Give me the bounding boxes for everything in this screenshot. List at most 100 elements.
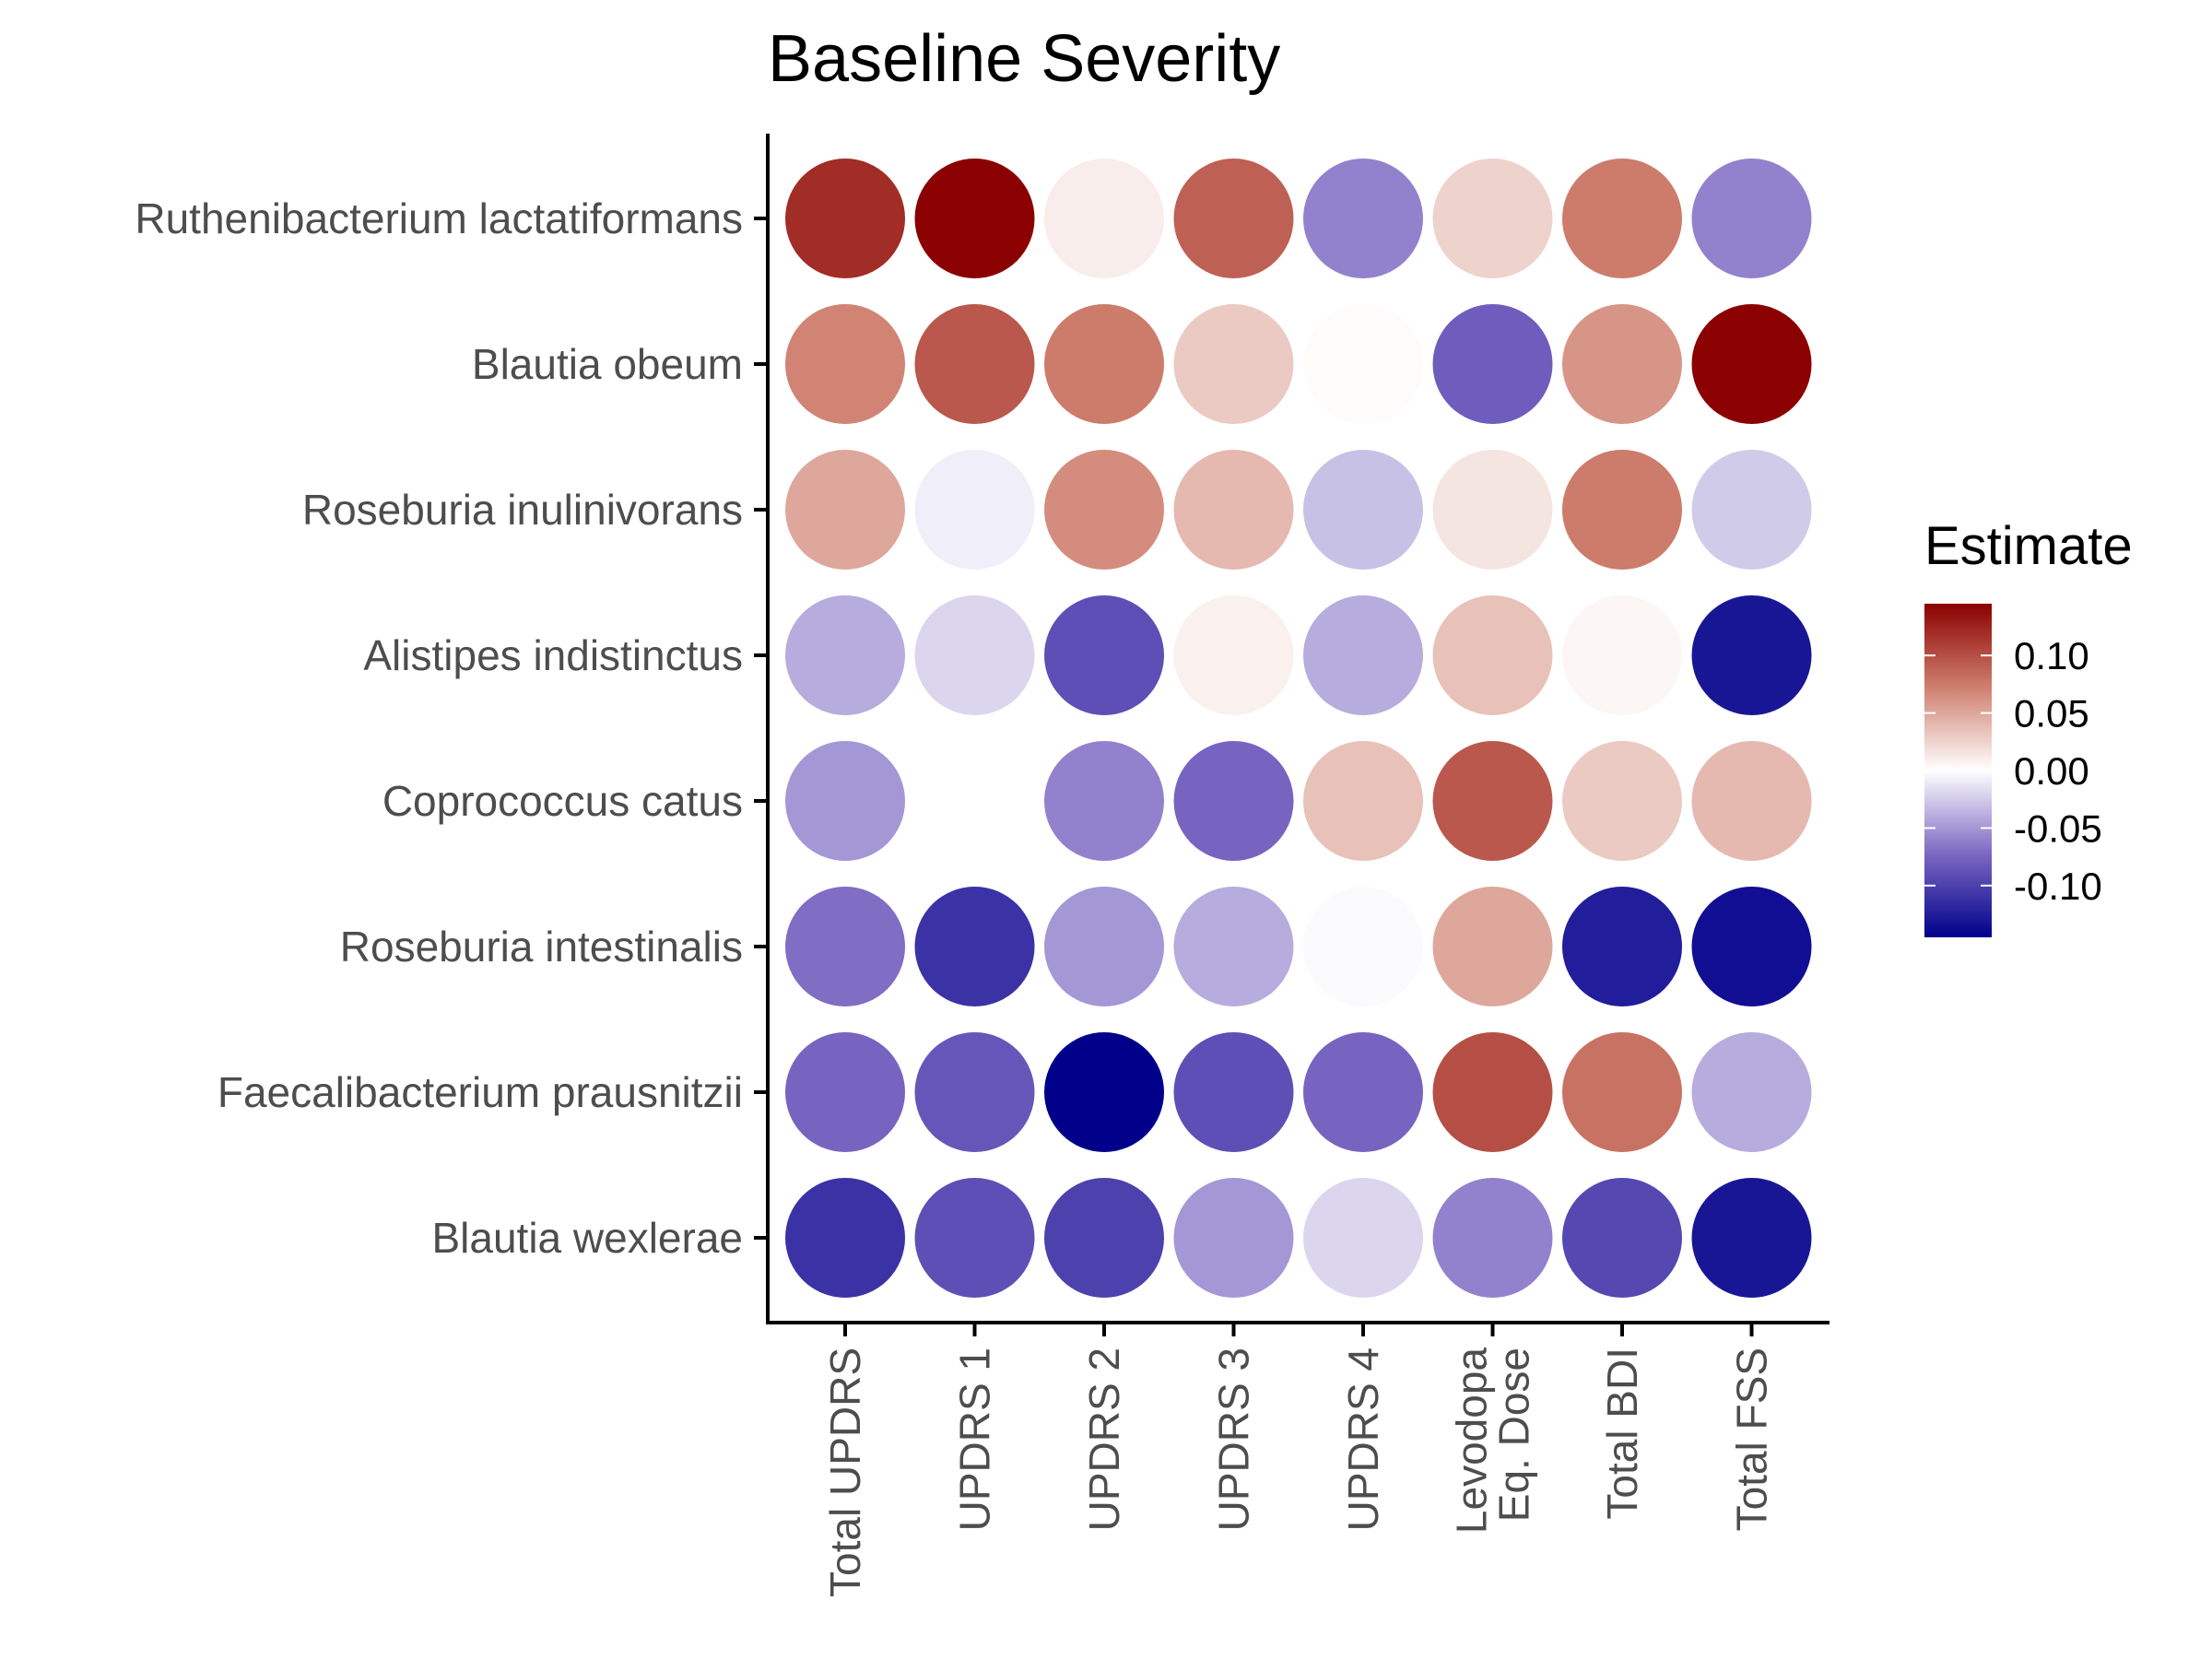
x-tick-label-line: Eq. Dose	[1490, 1347, 1538, 1522]
cell-bubble	[1432, 595, 1553, 715]
cell-bubble	[1303, 887, 1423, 1006]
cell-bubble	[1173, 159, 1294, 278]
cell-bubble	[1173, 1178, 1294, 1298]
cell-bubble	[1562, 304, 1682, 424]
cell-bubble	[1691, 1032, 1812, 1152]
x-tick-label: UPDRS 4	[1339, 1347, 1387, 1531]
x-tick-label-line: Total BDI	[1598, 1347, 1646, 1520]
cell-bubble	[785, 595, 905, 715]
y-tick-marks	[754, 217, 768, 1240]
y-tick-labels: Ruthenibacterium lactatiformans Blautia o…	[135, 194, 743, 1262]
cell-bubble	[1044, 450, 1164, 570]
cell-bubble	[1562, 887, 1682, 1006]
x-tick-label: UPDRS 2	[1080, 1347, 1128, 1531]
cell-bubble	[1303, 159, 1423, 278]
cell-bubble	[914, 1178, 1035, 1298]
cell-bubble	[1691, 595, 1812, 715]
cell-bubble	[1303, 595, 1423, 715]
legend-tick-label: -0.05	[2014, 806, 2102, 850]
cell-bubble	[1691, 304, 1812, 424]
cell-bubble	[1173, 595, 1294, 715]
legend-ticks: 0.10 0.05 0.00 -0.05 -0.10	[1924, 634, 2102, 908]
cell-bubble	[1562, 595, 1682, 715]
x-tick-labels: Total UPDRS UPDRS 1 UPDRS 2 UPDRS 3 UPDRS 4 L…	[821, 1347, 1776, 1597]
y-tick-label: Roseburia intestinalis	[340, 923, 743, 971]
cell-bubble	[1432, 1178, 1553, 1298]
cell-bubble	[1044, 887, 1164, 1006]
cell-bubble	[785, 1178, 905, 1298]
cell-bubble	[1173, 1032, 1294, 1152]
cell-bubble	[1562, 159, 1682, 278]
cell-bubble	[1173, 304, 1294, 424]
cell-bubble	[1044, 595, 1164, 715]
cell-bubble	[1562, 1178, 1682, 1298]
cell-bubble	[1432, 304, 1553, 424]
cell-bubble	[1691, 159, 1812, 278]
x-tick-label: UPDRS 3	[1210, 1347, 1258, 1531]
x-tick-label-line: UPDRS 4	[1339, 1347, 1387, 1531]
cell-bubble	[1303, 304, 1423, 424]
cell-bubble	[1173, 450, 1294, 570]
cell-bubble	[914, 450, 1035, 570]
cell-bubble	[1432, 450, 1553, 570]
cell-bubble	[1691, 741, 1812, 861]
cell-bubble	[1691, 450, 1812, 570]
y-tick-label: Faecalibacterium prausnitzii	[218, 1068, 743, 1116]
cell-bubble	[1173, 741, 1294, 861]
cell-bubble	[1303, 1178, 1423, 1298]
cell-bubble	[914, 304, 1035, 424]
cell-bubble	[1044, 1178, 1164, 1298]
cell-bubble	[785, 887, 905, 1006]
cell-bubble	[914, 595, 1035, 715]
cell-bubble	[1432, 159, 1553, 278]
x-tick-label: Total FSS	[1728, 1347, 1776, 1531]
y-tick-label: Coprococcus catus	[382, 777, 743, 825]
y-tick-label: Alistipes indistinctus	[363, 631, 743, 679]
legend: Estimate 0.10 0.05 0.00 -0.05 -0.10	[1924, 516, 2133, 937]
x-tick-label-line: UPDRS 3	[1210, 1347, 1258, 1531]
y-tick-label: Blautia wexlerae	[431, 1214, 743, 1262]
cell-bubble	[914, 159, 1035, 278]
cell-bubble	[785, 159, 905, 278]
x-tick-label: Total UPDRS	[821, 1347, 869, 1597]
cell-bubble	[1044, 159, 1164, 278]
cell-bubble	[1432, 1032, 1553, 1152]
cell-bubble	[1562, 1032, 1682, 1152]
legend-colorbar	[1924, 604, 1992, 937]
cell-bubble	[1303, 741, 1423, 861]
cell-bubble	[1691, 1178, 1812, 1298]
legend-tick-label: 0.05	[2014, 692, 2089, 735]
cell-bubble	[785, 741, 905, 861]
x-tick-marks	[843, 1323, 1754, 1336]
cell-bubble	[914, 887, 1035, 1006]
y-tick-label: Ruthenibacterium lactatiformans	[135, 194, 743, 242]
x-tick-label-line: Total FSS	[1728, 1347, 1776, 1531]
cell-bubble	[1303, 450, 1423, 570]
x-tick-label-line: Total UPDRS	[821, 1347, 869, 1597]
cell-bubble	[1044, 741, 1164, 861]
x-tick-label: UPDRS 1	[951, 1347, 999, 1531]
cell-bubble	[785, 1032, 905, 1152]
cell-bubble	[1691, 887, 1812, 1006]
x-tick-label-line: Levodopa	[1448, 1347, 1496, 1534]
cell-bubble	[1432, 741, 1553, 861]
cell-bubble	[1044, 304, 1164, 424]
cell-bubble	[1432, 887, 1553, 1006]
plot-cells	[785, 159, 1812, 1298]
x-tick-label-line: UPDRS 1	[951, 1347, 999, 1531]
cell-bubble	[1173, 887, 1294, 1006]
cell-bubble	[785, 304, 905, 424]
cell-bubble	[914, 1032, 1035, 1152]
legend-title: Estimate	[1924, 516, 2133, 576]
legend-tick-label: 0.10	[2014, 634, 2089, 677]
chart-title: Baseline Severity	[768, 22, 1280, 96]
legend-tick-label: 0.00	[2014, 749, 2089, 793]
cell-bubble	[1044, 1032, 1164, 1152]
cell-bubble	[1562, 450, 1682, 570]
cell-bubble	[914, 741, 1035, 861]
cell-bubble	[785, 450, 905, 570]
cell-bubble	[1303, 1032, 1423, 1152]
y-tick-label: Roseburia inulinivorans	[302, 486, 743, 534]
